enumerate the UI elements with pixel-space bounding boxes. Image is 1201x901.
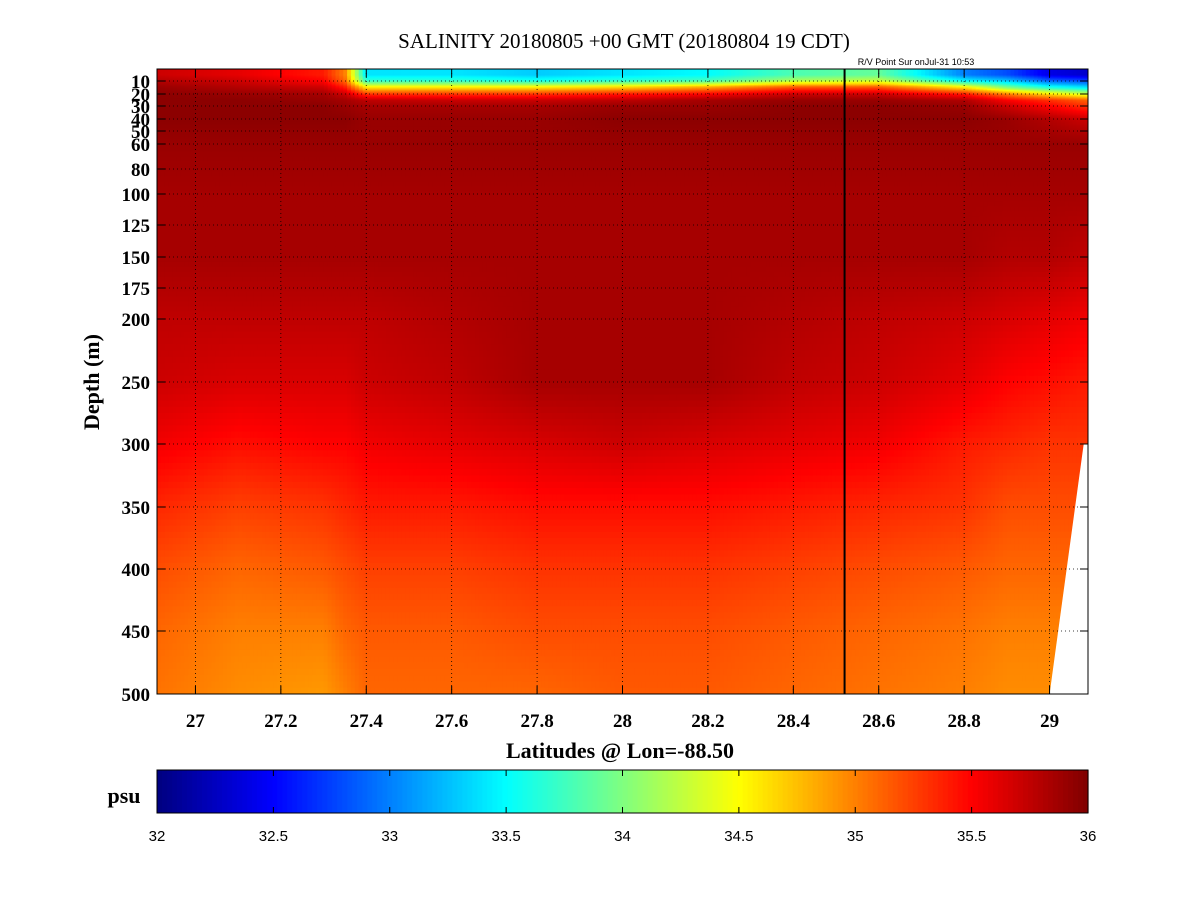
cruise-annotation: R/V Point Sur onJul-31 10:53 (858, 57, 975, 67)
chart-title: SALINITY 20180805 +00 GMT (20180804 19 C… (398, 29, 850, 53)
plot-area: 1020304050608010012515017520025030035040… (122, 69, 1089, 732)
